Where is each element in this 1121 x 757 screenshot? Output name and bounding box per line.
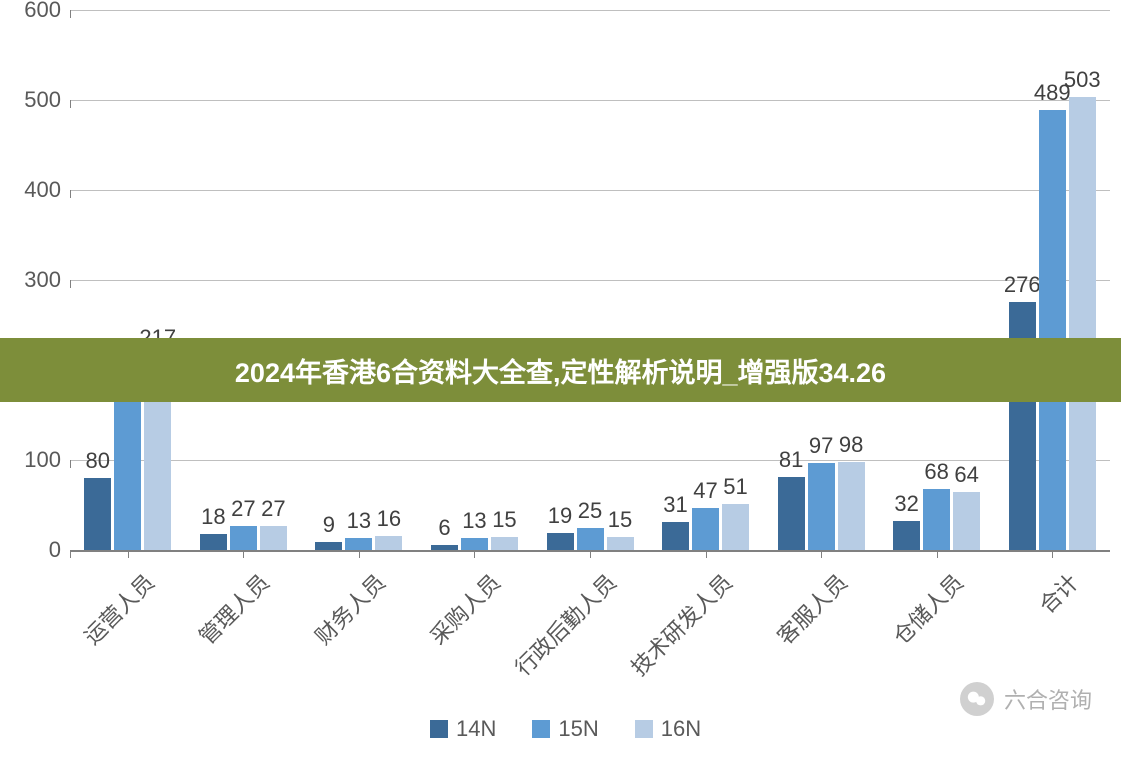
bar: [838, 462, 865, 550]
x-tick-label: 行政后勤人员: [507, 566, 623, 682]
bar: [577, 528, 604, 551]
x-tick-label: 客服人员: [769, 566, 854, 651]
y-tick-label: 100: [6, 447, 61, 473]
bar-value-label: 47: [693, 478, 717, 504]
bar-value-label: 31: [663, 492, 687, 518]
bar-value-label: 27: [231, 496, 255, 522]
legend-swatch: [430, 720, 448, 738]
x-tick-label: 财务人员: [307, 566, 392, 651]
gridline: [70, 190, 1110, 191]
bar-value-label: 81: [779, 447, 803, 473]
bar-value-label: 503: [1064, 67, 1101, 93]
bar-value-label: 80: [86, 448, 110, 474]
bar: [84, 478, 111, 550]
bar-value-label: 68: [924, 459, 948, 485]
overlay-text: 2024年香港6合资料大全查,定性解析说明_增强版34.26: [235, 351, 886, 390]
bar-value-label: 276: [1004, 272, 1041, 298]
bar: [345, 538, 372, 550]
bar-value-label: 51: [723, 474, 747, 500]
bar: [491, 537, 518, 551]
legend-item: 15N: [532, 716, 598, 742]
bar: [315, 542, 342, 550]
watermark-text: 六合咨询: [1004, 683, 1092, 715]
bar: [200, 534, 227, 550]
x-tick-label: 运营人员: [76, 566, 161, 651]
x-tick-label: 技术研发人员: [622, 566, 738, 682]
legend-item: 14N: [430, 716, 496, 742]
bar: [375, 536, 402, 550]
legend-label: 16N: [661, 716, 701, 742]
overlay-banner: 2024年香港6合资料大全查,定性解析说明_增强版34.26: [0, 338, 1121, 402]
gridline: [70, 100, 1110, 101]
bar-value-label: 98: [839, 432, 863, 458]
bar-value-label: 6: [438, 515, 450, 541]
wechat-icon: [960, 682, 994, 716]
y-tick-label: 600: [6, 0, 61, 23]
x-tick-label: 管理人员: [191, 566, 276, 651]
y-tick-mark: [70, 100, 71, 108]
bar-value-label: 15: [608, 507, 632, 533]
y-tick-label: 300: [6, 267, 61, 293]
bar: [607, 537, 634, 551]
legend-label: 15N: [558, 716, 598, 742]
gridline: [70, 280, 1110, 281]
legend: 14N 15N 16N: [430, 716, 701, 742]
y-tick-label: 400: [6, 177, 61, 203]
bar-value-label: 13: [462, 508, 486, 534]
legend-label: 14N: [456, 716, 496, 742]
bar: [893, 521, 920, 550]
bar-value-label: 64: [954, 462, 978, 488]
bar: [1039, 110, 1066, 550]
bar-value-label: 25: [578, 498, 602, 524]
y-tick-label: 500: [6, 87, 61, 113]
bar: [547, 533, 574, 550]
legend-swatch: [635, 720, 653, 738]
bar: [722, 504, 749, 550]
bar: [692, 508, 719, 550]
x-axis-line: [70, 550, 1110, 552]
x-tick-label: 采购人员: [422, 566, 507, 651]
bar-value-label: 27: [261, 496, 285, 522]
y-tick-label: 0: [6, 537, 61, 563]
bar: [808, 463, 835, 550]
watermark: 六合咨询: [960, 682, 1092, 716]
bar-value-label: 19: [548, 503, 572, 529]
y-tick-mark: [70, 460, 71, 468]
x-tick-label: 仓储人员: [884, 566, 969, 651]
bar: [923, 489, 950, 550]
bar-value-label: 18: [201, 504, 225, 530]
bar: [461, 538, 488, 550]
bar-value-label: 13: [347, 508, 371, 534]
bar: [778, 477, 805, 550]
legend-item: 16N: [635, 716, 701, 742]
y-tick-mark: [70, 280, 71, 288]
gridline: [70, 10, 1110, 11]
plot-area: 8019921718272791316613151925153147518197…: [70, 10, 1110, 550]
bar: [662, 522, 689, 550]
bar-value-label: 15: [492, 507, 516, 533]
y-tick-mark: [70, 10, 71, 18]
bar-value-label: 16: [377, 506, 401, 532]
legend-swatch: [532, 720, 550, 738]
bar: [953, 492, 980, 550]
gridline: [70, 460, 1110, 461]
bar-value-label: 32: [894, 491, 918, 517]
bar: [1069, 97, 1096, 550]
bar-value-label: 97: [809, 433, 833, 459]
y-tick-mark: [70, 190, 71, 198]
bar: [230, 526, 257, 550]
x-tick-label: 合计: [1031, 566, 1085, 620]
bar-chart: 8019921718272791316613151925153147518197…: [0, 0, 1121, 757]
bar: [260, 526, 287, 550]
bar-value-label: 9: [323, 512, 335, 538]
